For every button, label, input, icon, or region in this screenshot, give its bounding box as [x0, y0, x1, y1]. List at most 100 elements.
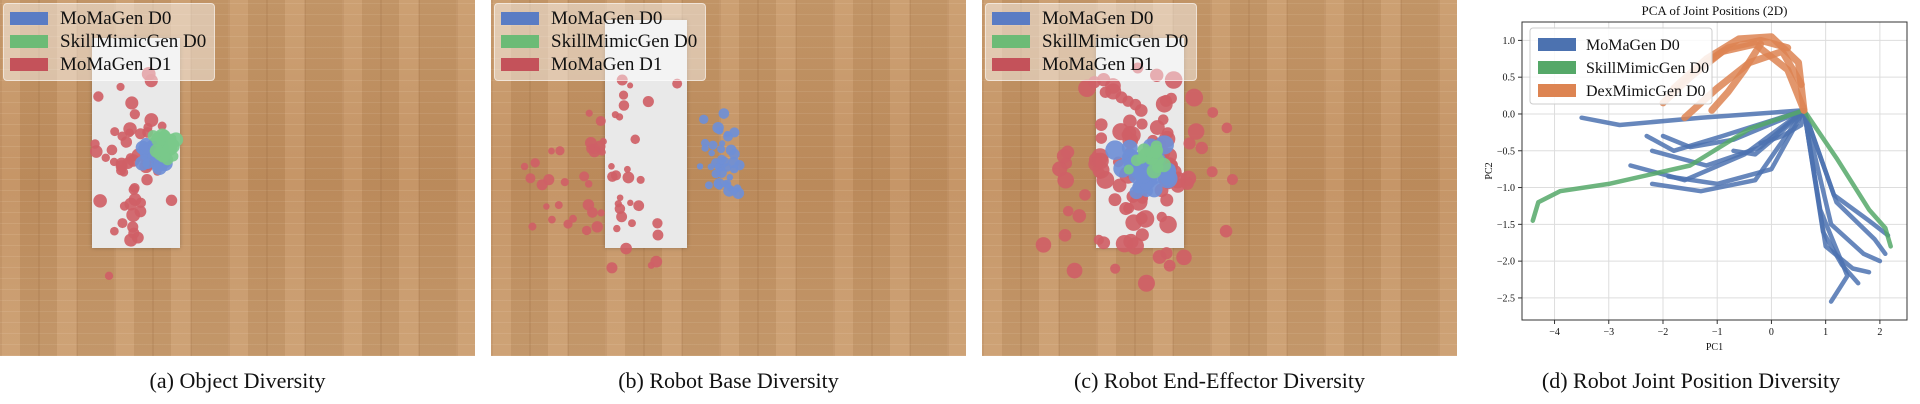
series-line-0 [1666, 108, 1807, 187]
series-line-1 [1530, 108, 1807, 223]
x-tick-label: −3 [1603, 327, 1614, 338]
base-sphere-red [616, 211, 628, 223]
ee-sphere-blue [1105, 140, 1125, 160]
y-axis-label: PC2 [1484, 162, 1495, 179]
object-sphere-red [144, 113, 159, 127]
object-sphere-red [134, 205, 147, 218]
base-sphere-red [608, 162, 615, 170]
base-sphere-red [614, 200, 622, 208]
ee-sphere-red [1099, 86, 1112, 98]
ee-sphere-red [1136, 118, 1148, 130]
base-sphere-red [554, 201, 563, 210]
ee-sphere-red [1108, 193, 1122, 207]
x-tick-label: −1 [1712, 327, 1723, 338]
object-sphere-red [120, 136, 133, 148]
base-sphere-red [597, 209, 605, 217]
base-sphere-red [620, 242, 632, 255]
object-sphere-red [116, 82, 125, 91]
base-sphere-blue [716, 167, 727, 178]
series-line-0 [1579, 108, 1807, 128]
base-sphere-red [627, 199, 634, 207]
series-line-0 [1801, 108, 1891, 238]
chart-legend-swatch [1538, 61, 1576, 74]
chart-legend-label: MoMaGen D0 [1586, 37, 1680, 54]
ee-sphere-red [1115, 234, 1134, 253]
object-sphere-red [89, 145, 103, 158]
base-sphere-blue [704, 181, 713, 190]
ee-sphere-red [1219, 224, 1233, 238]
ee-sphere-red [1185, 88, 1204, 107]
ee-sphere-red [1183, 137, 1196, 150]
object-sphere-red [129, 182, 140, 193]
base-sphere-blue [717, 154, 727, 165]
ee-sphere-red [1180, 176, 1194, 190]
ee-sphere-red [1176, 249, 1192, 266]
base-sphere-blue [699, 114, 709, 125]
legend-label: MoMaGen D0 [60, 7, 172, 29]
base-sphere-red [630, 134, 640, 145]
object-sphere-green [164, 138, 180, 154]
base-sphere-red [581, 225, 592, 236]
base-sphere-red [623, 165, 631, 173]
panel-end-effector-diversity: MoMaGen D0 SkillMimicGen D0 MoMaGen D1 [982, 0, 1457, 356]
y-tick-label: −1.5 [1497, 220, 1515, 231]
object-scatter [89, 66, 184, 280]
legend-swatch [10, 58, 48, 71]
ee-sphere-red [1094, 118, 1108, 131]
base-sphere-blue [701, 144, 709, 152]
ee-sphere-red [1062, 205, 1074, 217]
object-sphere-red [125, 128, 134, 138]
base-sphere-red [595, 115, 606, 127]
legend-label: SkillMimicGen D0 [1042, 30, 1189, 52]
base-sphere-red [618, 100, 630, 111]
base-sphere-blue [712, 121, 724, 134]
ee-sphere-red [1092, 152, 1109, 170]
chart-legend-label: SkillMimicGen D0 [1586, 60, 1709, 77]
legend-swatch [501, 35, 539, 48]
legend-swatch [992, 35, 1030, 48]
chart-legend-label: DexMimicGen D0 [1586, 83, 1706, 100]
caption-d: (d) Robot Joint Position Diversity [1541, 368, 1841, 393]
base-sphere-red [555, 146, 565, 156]
panel-robot-base-diversity: MoMaGen D0 SkillMimicGen D0 MoMaGen D1 [491, 0, 966, 356]
ee-sphere-red [1123, 202, 1135, 214]
ee-sphere-red [1150, 68, 1164, 83]
base-sphere-red [650, 255, 663, 268]
base-sphere-red [652, 229, 664, 241]
object-sphere-green [149, 143, 164, 158]
base-sphere-red [548, 215, 556, 224]
ee-sphere-red [1079, 189, 1091, 201]
legend-swatch [992, 12, 1030, 25]
object-sphere-red [110, 226, 119, 236]
y-tick-label: −1.0 [1497, 183, 1515, 194]
legend-swatch [501, 58, 539, 71]
object-sphere-red [129, 109, 140, 120]
base-sphere-blue [701, 138, 710, 148]
ee-sphere-red [1159, 94, 1172, 107]
base-sphere-red [569, 214, 577, 223]
ee-sphere-red [1058, 229, 1072, 242]
series-line-0 [1649, 108, 1807, 194]
legend-swatch [992, 58, 1030, 71]
object-sphere-red [127, 221, 139, 233]
legend-label: MoMaGen D0 [551, 7, 663, 29]
object-sphere-red [165, 194, 178, 207]
object-sphere-blue [142, 158, 154, 169]
wood-floor [0, 0, 475, 356]
base-sphere-red [579, 171, 590, 182]
ee-sphere-green [1150, 145, 1163, 159]
axes-frame [1521, 21, 1908, 321]
base-sphere-blue [708, 149, 715, 157]
base-sphere-blue [722, 179, 732, 189]
object-sphere-red [110, 127, 120, 137]
ee-sphere-red [1066, 262, 1083, 279]
base-sphere-blue [723, 131, 733, 142]
base-sphere-red [672, 78, 683, 89]
y-tick-label: −0.5 [1497, 146, 1515, 157]
object-sphere-red [157, 121, 167, 131]
base-sphere-blue [728, 148, 740, 160]
x-tick-label: −4 [1549, 327, 1560, 338]
base-sphere-red [530, 158, 540, 168]
series-line-0 [1801, 108, 1883, 264]
base-sphere-red [585, 109, 593, 117]
